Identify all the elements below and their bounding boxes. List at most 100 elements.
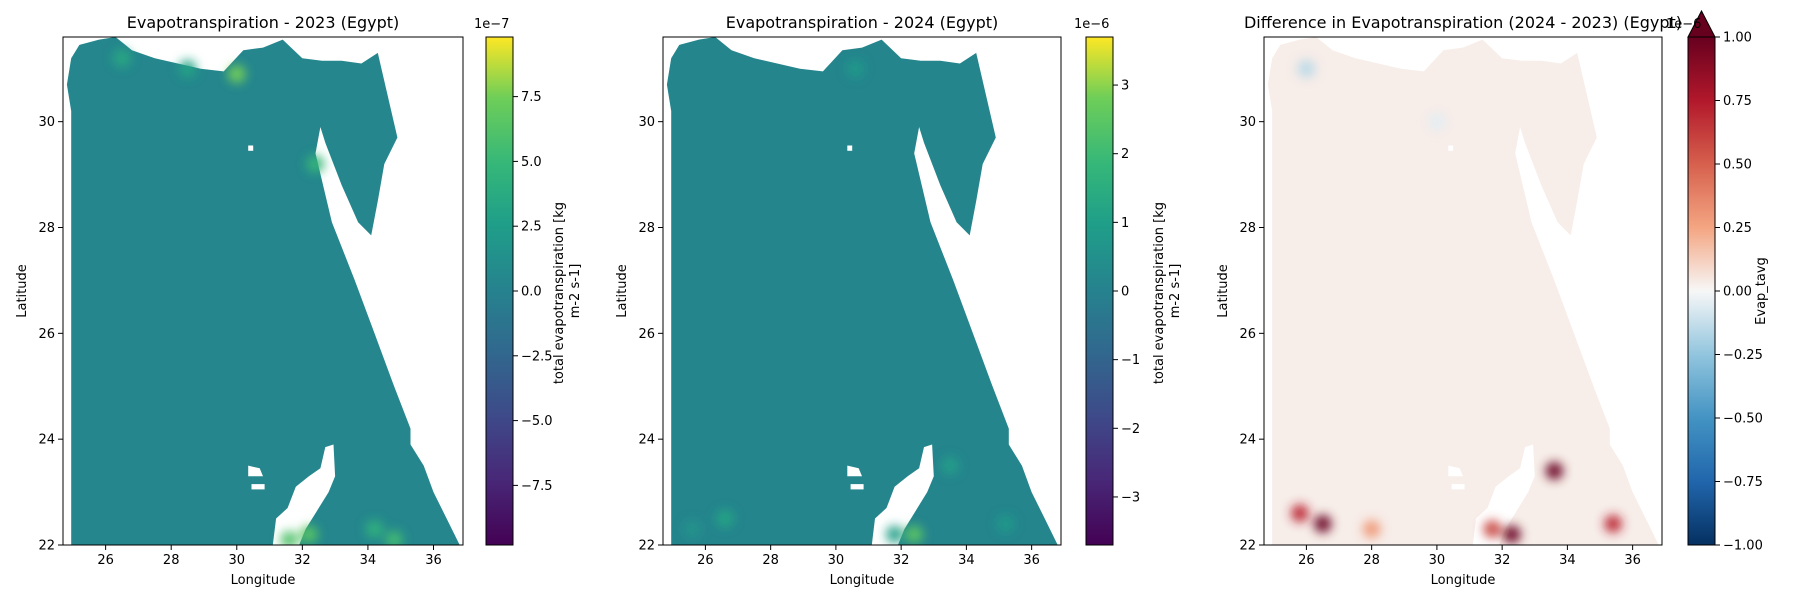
chart-title-2024: Evapotranspiration - 2024 (Egypt)	[726, 13, 999, 32]
hotspot-cell	[1290, 504, 1309, 523]
colorbar-label-line1-2023: total evapotranspiration [kg	[552, 202, 567, 384]
hotspot-cell	[306, 155, 325, 173]
colorbar-2023	[485, 36, 514, 546]
hotspot-cell	[1483, 520, 1502, 539]
land-area	[666, 37, 1058, 545]
x-axis-label-difference: Longitude	[1431, 573, 1496, 588]
y-axis-label-difference: Latitude	[1216, 264, 1231, 318]
hotspot-cell	[1313, 514, 1332, 533]
y-tick-label: 26	[38, 327, 55, 342]
y-tick-label: 24	[638, 433, 655, 448]
colorbar-tick-label: 2	[1121, 147, 1129, 162]
x-tick-label: 34	[1559, 553, 1576, 568]
x-ticks-difference: 26 28 30 32 34 36	[1298, 545, 1641, 568]
colorbar-tick-label: −1	[1121, 353, 1140, 368]
colorbar-tick-label: 1.00	[1723, 31, 1752, 46]
no-data-area	[272, 444, 336, 545]
hotspot-cell	[1545, 461, 1564, 480]
colorbar-label-2023: total evapotranspiration [kg m-2 s-1]	[552, 198, 583, 384]
no-data-area	[871, 444, 934, 545]
hotspot-cell	[385, 530, 404, 545]
colorbar-tick-label: −3	[1121, 490, 1140, 505]
map-2023	[66, 37, 460, 545]
colorbar-tick-label: −0.75	[1723, 475, 1763, 490]
axes-frame-2024	[662, 36, 1062, 546]
colorbar-tick-label: −1.00	[1723, 539, 1763, 554]
colorbar-exponent-2023: 1e−7	[474, 17, 509, 32]
y-ticks-2024: 22 24 26 28 30	[638, 115, 663, 554]
x-tick-label: 28	[1363, 553, 1380, 568]
colorbar-label-line1-2024: total evapotranspiration [kg	[1152, 202, 1167, 384]
x-tick-label: 26	[1298, 553, 1315, 568]
y-tick-label: 28	[38, 221, 55, 236]
hotspot-cell	[1362, 520, 1381, 539]
y-ticks-difference: 22 24 26 28 30	[1239, 115, 1264, 554]
chart-title-2023: Evapotranspiration - 2023 (Egypt)	[127, 13, 400, 32]
y-tick-label: 28	[1239, 221, 1256, 236]
colorbar-tick-label: 2.5	[521, 220, 542, 235]
land-area	[1267, 37, 1659, 545]
x-axis-label-2024: Longitude	[830, 573, 895, 588]
colorbar-label-line2-2024: m-2 s-1]	[1168, 264, 1183, 319]
x-tick-label: 30	[828, 553, 845, 568]
y-ticks-2023: 22 24 26 28 30	[38, 115, 63, 554]
x-tick-label: 34	[958, 553, 975, 568]
no-data-area	[1448, 465, 1463, 477]
colorbar-exponent-difference: 1e−6	[1666, 17, 1701, 32]
hotspot-cell	[1502, 525, 1521, 544]
hotspots-2024	[683, 59, 1015, 544]
x-axis-label-2023: Longitude	[231, 573, 296, 588]
colorbar-exponent-2024: 1e−6	[1074, 17, 1109, 32]
x-tick-label: 28	[762, 553, 779, 568]
colorbar-2024	[1085, 36, 1114, 546]
x-tick-label: 32	[1494, 553, 1511, 568]
hotspot-cell	[178, 59, 197, 78]
colorbar-tick-label: 0.50	[1723, 158, 1752, 173]
colorbar-tick-label: −2.5	[521, 349, 553, 364]
y-axis-label-2024: Latitude	[615, 264, 630, 318]
colorbar-tick-label: −5.0	[521, 414, 553, 429]
colorbar-tick-label: 0.00	[1723, 285, 1752, 300]
y-tick-label: 22	[38, 539, 55, 554]
axes-frame-difference	[1263, 36, 1663, 546]
hotspot-cell	[365, 520, 384, 539]
colorbar-tick-label: 0	[1121, 285, 1129, 300]
hotspot-cell	[299, 525, 318, 544]
y-tick-label: 30	[638, 115, 655, 130]
colorbar-label-2024: total evapotranspiration [kg m-2 s-1]	[1152, 198, 1183, 384]
hotspot-cell	[1427, 112, 1446, 131]
colorbar-label-line2-2023: m-2 s-1]	[568, 264, 583, 319]
colorbar-tick-label: 3	[1121, 79, 1129, 94]
y-tick-label: 26	[638, 327, 655, 342]
colorbar-label-difference: Evap_tavg	[1754, 257, 1769, 325]
hotspot-cell	[846, 59, 865, 78]
x-tick-label: 26	[697, 553, 714, 568]
x-tick-label: 32	[294, 553, 311, 568]
colorbar-tick-label: −0.50	[1723, 412, 1763, 427]
hotspot-cell	[715, 509, 734, 528]
y-tick-label: 22	[638, 539, 655, 554]
x-tick-label: 30	[228, 553, 245, 568]
land-area	[66, 37, 460, 545]
no-data-area	[847, 145, 853, 151]
colorbar-tick-label: −7.5	[521, 479, 553, 494]
y-tick-label: 24	[1239, 433, 1256, 448]
no-data-area	[1451, 484, 1465, 490]
x-tick-label: 28	[163, 553, 180, 568]
panel-2023: 26 28 30 32 34 36 22 24 26 28 30 Evapotranspirati…	[15, 13, 583, 588]
x-tick-label: 34	[360, 553, 377, 568]
y-tick-label: 22	[1239, 539, 1256, 554]
colorbar-tick-label: −0.25	[1723, 348, 1763, 363]
hotspot-cell	[1297, 59, 1316, 78]
map-2024	[666, 37, 1058, 545]
y-tick-label: 28	[638, 221, 655, 236]
x-ticks-2023: 26 28 30 32 34 36	[97, 545, 442, 568]
chart-title-difference: Difference in Evapotranspiration (2024 -…	[1244, 13, 1682, 32]
no-data-area	[1472, 444, 1535, 545]
x-tick-label: 36	[1624, 553, 1641, 568]
no-data-area	[248, 465, 263, 477]
panel-difference: 26 28 30 32 34 36 22 24 26 28 30 Difference in Ev…	[1216, 9, 1769, 588]
y-tick-label: 30	[1239, 115, 1256, 130]
